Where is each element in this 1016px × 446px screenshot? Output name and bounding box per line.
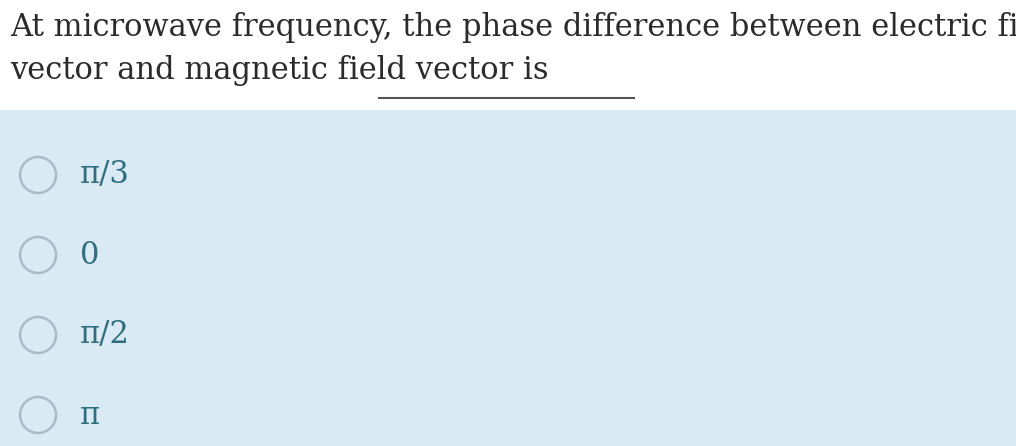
Text: 0: 0 [80,240,100,271]
Text: vector and magnetic field vector is: vector and magnetic field vector is [10,55,549,86]
Text: π: π [80,400,101,430]
Text: π/3: π/3 [80,160,130,190]
Text: π/2: π/2 [80,319,130,351]
Text: At microwave frequency, the phase difference between electric field: At microwave frequency, the phase differ… [10,12,1016,43]
Bar [0,0,1016,110]
